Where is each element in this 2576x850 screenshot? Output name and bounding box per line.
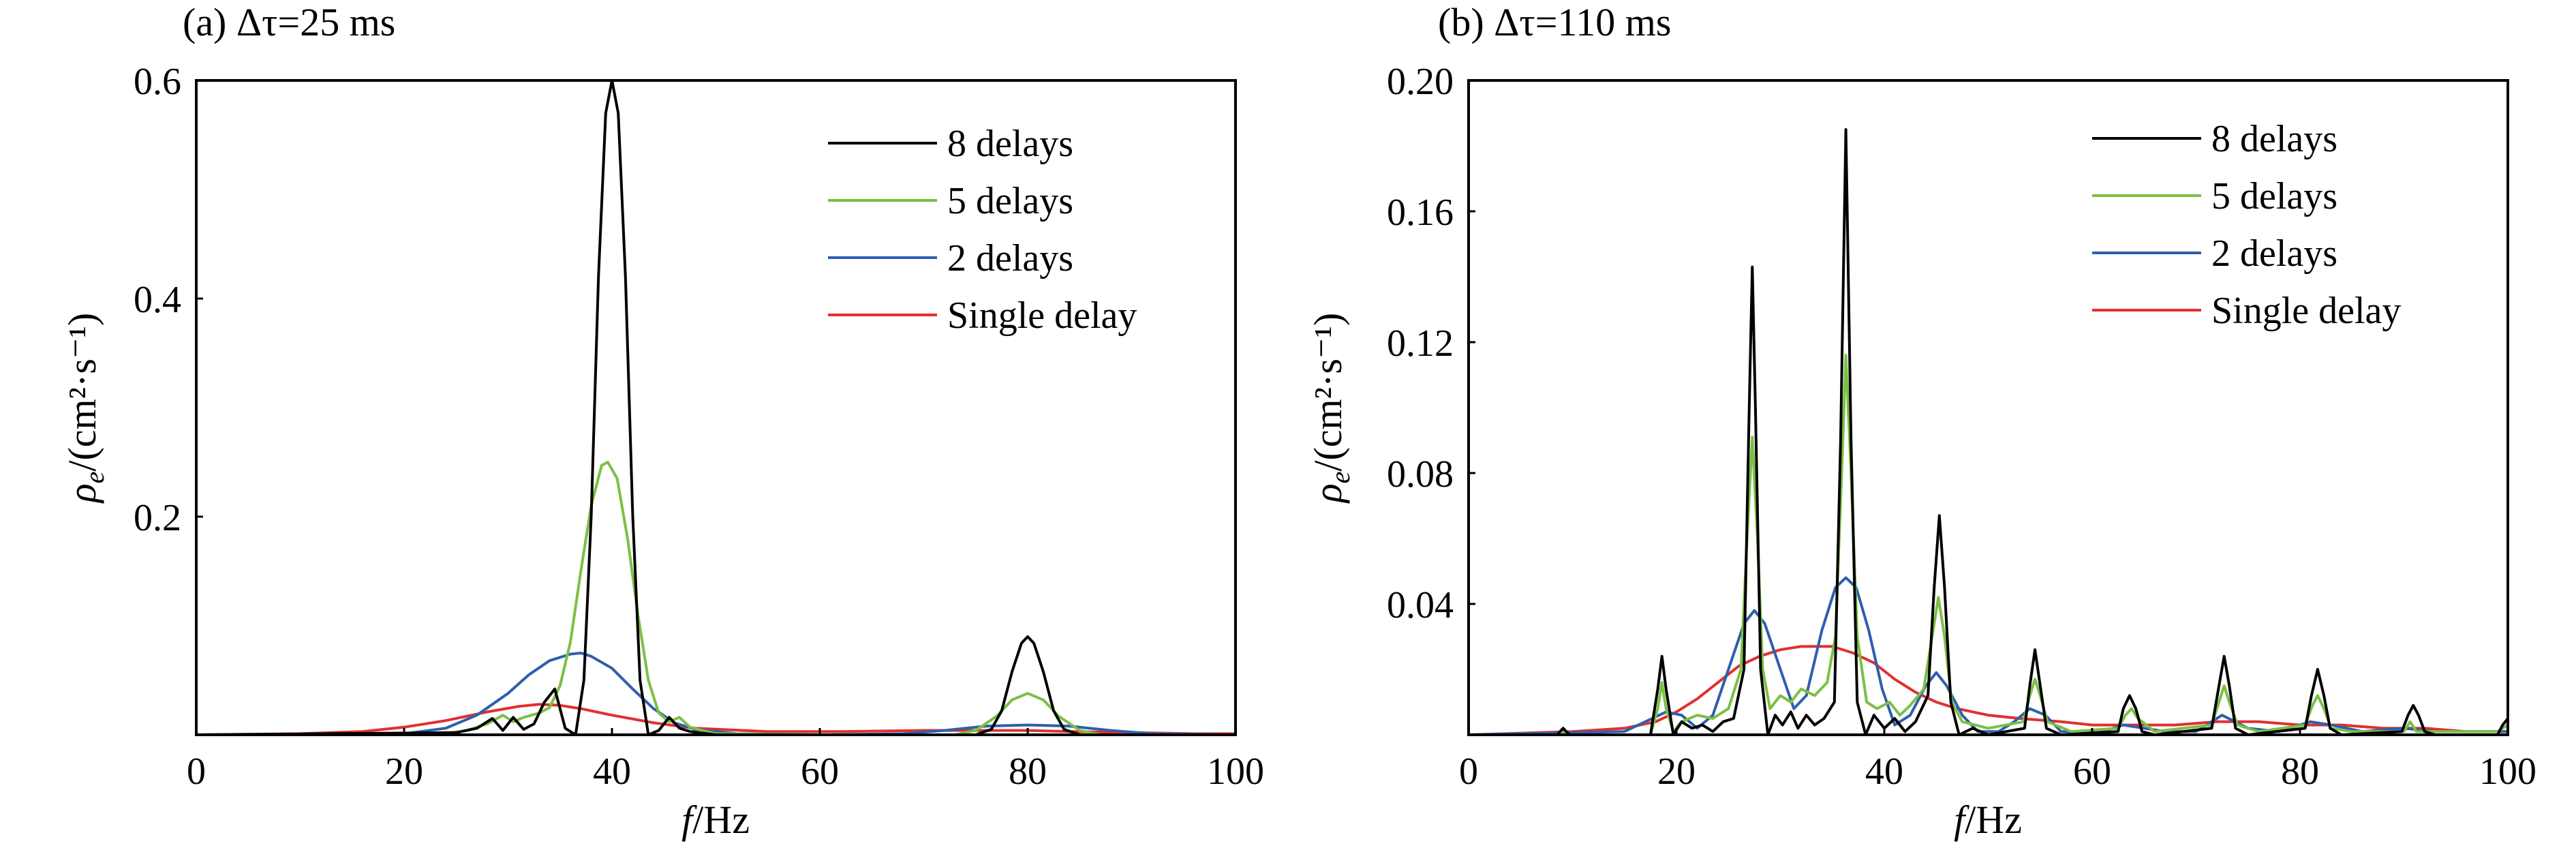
panel-b-x-axis-label: f/Hz bbox=[1954, 798, 2022, 842]
panel-a-x-tick-label: 80 bbox=[1009, 750, 1047, 793]
series-line-8-delays bbox=[196, 79, 1236, 736]
panel-b-y-tick-label: 0.08 bbox=[1387, 453, 1454, 496]
series-line-5-delays bbox=[1469, 354, 2509, 736]
panel-a-x-axis-label: f/Hz bbox=[681, 798, 750, 842]
panel-b-x-tick-label: 40 bbox=[1865, 750, 1903, 793]
panel-b-plot-area bbox=[1467, 79, 2509, 736]
panel-a-y-tick-label: 0.2 bbox=[134, 497, 181, 539]
chart-panel-b: (b) Δτ=110 ms 0 20 40 60 80 100 0.040.080.120… bbox=[1306, 0, 2536, 842]
panel-b-y-tick-label: 0.20 bbox=[1387, 61, 1454, 103]
panel-a-frame bbox=[195, 79, 1237, 736]
panel-b-x-ticks: 0 20 40 60 80 100 bbox=[1459, 728, 2536, 793]
panel-b-title: (b) Δτ=110 ms bbox=[1438, 0, 1671, 44]
panel-b-y-tick-label: 0.04 bbox=[1387, 584, 1454, 626]
panel-a-x-tick-label: 60 bbox=[801, 750, 839, 793]
panel-a-x-ticks: 0 20 40 60 80 100 bbox=[187, 728, 1264, 793]
legend-label: 5 delays bbox=[947, 180, 1073, 222]
panel-b-y-axis-label: ρe/(cm²·s⁻¹) bbox=[1306, 313, 1355, 504]
series-line-single-delay bbox=[196, 703, 1236, 736]
chart-panel-a: (a) Δτ=25 ms 0 20 40 60 80 100 0.2 0.4 0.6 8 de… bbox=[60, 0, 1264, 842]
legend-label: 8 delays bbox=[947, 123, 1073, 165]
panel-b-x-tick-label: 60 bbox=[2073, 750, 2111, 793]
panel-a-series bbox=[196, 79, 1236, 736]
panel-a-x-tick-label: 100 bbox=[1207, 750, 1264, 793]
panel-b-y-ticks: 0.04 0.08 0.12 0.16 0.20 bbox=[1387, 61, 1475, 626]
series-line-8-delays bbox=[1469, 128, 2509, 736]
series-line-2-delays bbox=[1468, 576, 2508, 736]
panel-b-y-tick-label: 0.16 bbox=[1387, 192, 1454, 234]
panel-a-y-axis-label: ρe/(cm²·s⁻¹) bbox=[60, 313, 110, 504]
legend-label: 2 delays bbox=[2211, 232, 2337, 275]
panel-a-y-tick-label: 0.6 bbox=[134, 61, 181, 103]
panel-a-x-tick-label: 20 bbox=[385, 750, 423, 793]
series-line-5-delays bbox=[196, 461, 1236, 736]
panel-b-x-tick-label: 20 bbox=[1657, 750, 1696, 793]
legend-label: Single delay bbox=[2211, 290, 2401, 332]
panel-a-y-ticks: 0.2 0.4 0.6 bbox=[134, 61, 203, 539]
series-line-2-delays bbox=[196, 652, 1236, 736]
panel-a-x-tick-label: 0 bbox=[187, 750, 206, 793]
panel-b-x-tick-label: 0 bbox=[1459, 750, 1478, 793]
panel-b-x-tick-label: 100 bbox=[2479, 750, 2536, 793]
legend-label: 8 delays bbox=[2211, 118, 2337, 160]
panel-b-y-tick-label: 0.12 bbox=[1387, 322, 1454, 365]
legend-label: Single delay bbox=[947, 294, 1137, 337]
panel-b-x-tick-label: 80 bbox=[2281, 750, 2319, 793]
panel-a-legend: 8 delays 5 delays 2 delays Single delay bbox=[828, 123, 1137, 337]
panel-a-y-tick-label: 0.4 bbox=[134, 279, 181, 321]
panel-a-title: (a) Δτ=25 ms bbox=[183, 0, 395, 44]
legend-label: 2 delays bbox=[947, 237, 1073, 279]
panel-a-x-tick-label: 40 bbox=[593, 750, 631, 793]
series-line-single-delay bbox=[1468, 645, 2508, 736]
panel-b-frame bbox=[1467, 79, 2509, 736]
panel-b-legend: 8 delays 5 delays 2 delays Single delay bbox=[2092, 118, 2401, 332]
panel-b-series bbox=[1468, 128, 2509, 736]
panel-a-plot-area bbox=[195, 79, 1237, 736]
legend-label: 5 delays bbox=[2211, 175, 2337, 217]
